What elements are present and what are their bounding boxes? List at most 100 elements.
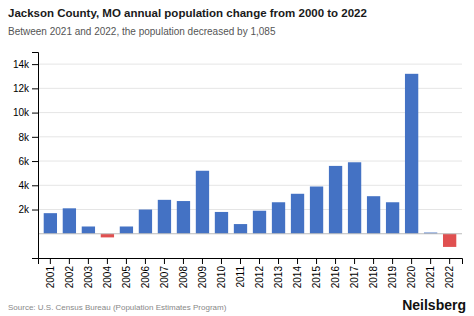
grid-line: [38, 185, 462, 186]
y-tick: 12k: [13, 83, 38, 94]
bar: [405, 74, 418, 234]
y-tick: 2k: [18, 204, 38, 215]
x-tick-label: 2021: [425, 266, 436, 289]
x-tick-mark: [335, 258, 336, 264]
y-tick-mark: [32, 113, 38, 114]
y-tick: 10k: [13, 107, 38, 118]
x-tick-mark: [354, 258, 355, 264]
x-tick-label: 2013: [273, 266, 284, 289]
x-tick-label: 2015: [311, 266, 322, 289]
x-tick: 2007: [159, 258, 170, 288]
x-tick-mark: [50, 258, 51, 264]
bar: [215, 212, 228, 234]
y-tick-mark: [32, 137, 38, 138]
x-tick: 2003: [83, 258, 94, 288]
subtitle: Between 2021 and 2022, the population de…: [8, 26, 276, 37]
bar: [196, 171, 209, 234]
y-tick-mark: [32, 185, 38, 186]
x-tick: 2015: [311, 258, 322, 288]
x-tick-label: 2008: [178, 266, 189, 289]
x-tick: 2016: [330, 258, 341, 288]
bar: [348, 162, 361, 233]
y-tick-label: 4k: [18, 180, 30, 191]
y-tick-label: 2k: [18, 204, 30, 215]
bar: [234, 224, 247, 234]
x-tick-mark: [411, 258, 412, 264]
y-tick-mark: [32, 88, 38, 89]
x-tick: 2020: [406, 258, 417, 288]
y-tick-mark: [32, 64, 38, 65]
x-tick-label: 2002: [64, 266, 75, 289]
x-tick: 2009: [197, 258, 208, 288]
chart: Jackson County, MO annual population cha…: [0, 0, 474, 316]
bar: [386, 202, 399, 234]
x-tick: 2022: [444, 258, 455, 288]
y-tick-mark: [32, 210, 38, 211]
x-tick-mark: [278, 258, 279, 264]
grid-line: [38, 88, 462, 89]
x-tick: 2018: [368, 258, 379, 288]
x-tick: 2021: [425, 258, 436, 288]
y-tick: 4k: [18, 180, 38, 191]
x-tick-label: 2019: [387, 266, 398, 289]
grid-line: [38, 161, 462, 162]
x-tick-mark: [259, 258, 260, 264]
baseline: [38, 233, 462, 234]
x-tick: 2001: [45, 258, 56, 288]
grid-line: [38, 112, 462, 113]
y-tick: 8k: [18, 132, 38, 143]
y-axis-line: [32, 53, 39, 259]
grid-line: [38, 64, 462, 65]
source: Source: U.S. Census Bureau (Population E…: [8, 303, 227, 312]
x-tick-mark: [449, 258, 450, 264]
y-tick-label: 12k: [13, 83, 30, 94]
x-tick-mark: [88, 258, 89, 264]
brand: Neilsberg: [402, 297, 466, 313]
bar: [291, 194, 304, 234]
x-tick-label: 2007: [159, 266, 170, 289]
x-tick-label: 2009: [197, 266, 208, 289]
y-tick: 6k: [18, 156, 38, 167]
x-tick: 2008: [178, 258, 189, 288]
x-tick-label: 2018: [368, 266, 379, 289]
bar: [443, 234, 456, 247]
x-tick-mark: [240, 258, 241, 264]
bar: [158, 200, 171, 234]
bar: [253, 211, 266, 234]
x-tick-label: 2004: [102, 266, 113, 289]
x-tick-mark: [430, 258, 431, 264]
y-tick: 14k: [13, 59, 38, 70]
x-tick-label: 2011: [235, 266, 246, 288]
x-tick-label: 2006: [140, 266, 151, 289]
x-tick-mark: [392, 258, 393, 264]
x-tick: 2014: [292, 258, 303, 288]
bar: [101, 234, 114, 238]
x-tick-label: 2012: [254, 266, 265, 289]
x-tick-mark: [221, 258, 222, 264]
y-tick-label: 8k: [18, 132, 30, 143]
x-tick-mark: [316, 258, 317, 264]
bar: [367, 196, 380, 234]
x-tick: 2004: [102, 258, 113, 288]
x-tick-label: 2017: [349, 266, 360, 289]
x-tick-mark: [107, 258, 108, 264]
bar: [139, 210, 152, 234]
x-tick-label: 2022: [444, 266, 455, 289]
grid-line: [38, 136, 462, 137]
x-tick-mark: [202, 258, 203, 264]
x-tick-label: 2005: [121, 266, 132, 289]
x-tick-label: 2016: [330, 266, 341, 289]
x-tick-label: 2020: [406, 266, 417, 289]
x-tick-mark: [126, 258, 127, 264]
x-tick: 2017: [349, 258, 360, 288]
x-tick-mark: [297, 258, 298, 264]
x-tick: 2012: [254, 258, 265, 288]
x-tick-mark: [69, 258, 70, 264]
bar: [44, 213, 57, 234]
x-tick-mark: [183, 258, 184, 264]
x-tick-label: 2001: [45, 266, 56, 289]
x-tick: 2010: [216, 258, 227, 288]
x-tick-label: 2010: [216, 266, 227, 289]
x-axis-line: [39, 259, 463, 265]
x-tick: 2006: [140, 258, 151, 288]
